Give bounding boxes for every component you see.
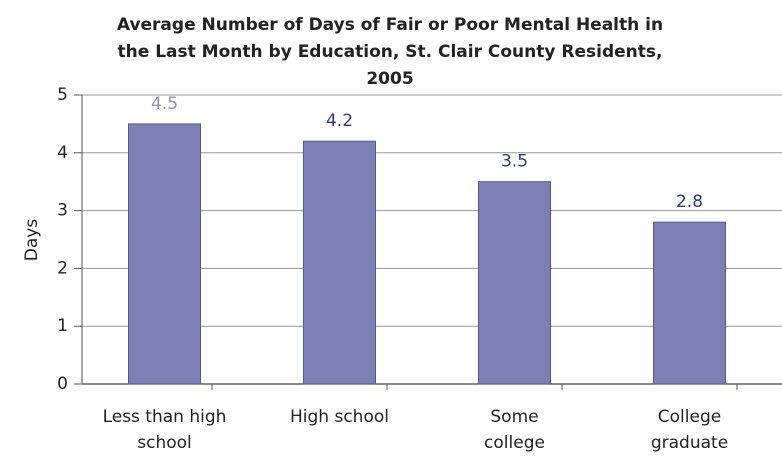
bar: [478, 181, 551, 385]
y-tick-label: 0: [57, 374, 68, 394]
x-tick-label: Some college: [484, 407, 545, 453]
y-tick-label: 3: [57, 201, 68, 221]
value-label: 4.5: [151, 94, 178, 114]
y-tick-label: 4: [57, 143, 68, 163]
bar: [303, 140, 376, 385]
bar: [128, 123, 201, 385]
chart-title: Average Number of Days of Fair or Poor M…: [116, 15, 664, 89]
y-tick-label: 5: [57, 85, 68, 105]
x-tick-label: College graduate: [650, 407, 729, 453]
value-label: 3.5: [501, 152, 528, 172]
y-tick-label: 1: [57, 316, 68, 336]
y-tick-label: 2: [57, 258, 68, 278]
x-tick-label: High school: [290, 407, 389, 427]
x-tick-label: Less than high school: [102, 407, 227, 453]
y-axis-label: Days: [22, 219, 42, 262]
bar: [653, 221, 726, 385]
value-label: 4.2: [326, 111, 353, 131]
value-label: 2.8: [676, 192, 703, 212]
